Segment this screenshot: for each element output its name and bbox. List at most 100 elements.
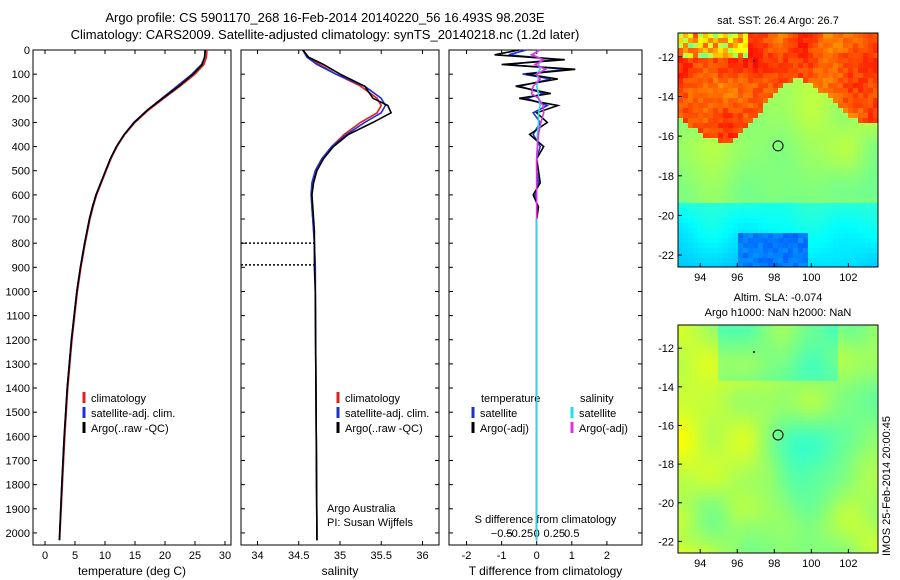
map-cell <box>768 253 774 259</box>
map-cell <box>858 493 863 498</box>
map-cell <box>682 405 687 410</box>
map-cell <box>742 325 747 330</box>
map-cell <box>874 405 879 410</box>
map-cell <box>682 369 687 374</box>
map-cell <box>768 143 774 149</box>
map-cell <box>874 545 879 550</box>
map-cell <box>854 393 859 398</box>
map-cell <box>763 148 769 154</box>
map-cell <box>830 345 835 350</box>
map-cell <box>808 73 814 79</box>
map-cell <box>834 509 839 514</box>
map-cell <box>802 537 807 542</box>
map-cell <box>818 457 823 462</box>
map-cell <box>868 138 874 144</box>
map-cell <box>868 163 874 169</box>
map-cell <box>686 329 691 334</box>
map-cell <box>774 349 779 354</box>
map-cell <box>734 405 739 410</box>
map-cell <box>810 349 815 354</box>
map-cell <box>754 425 759 430</box>
map-cell <box>782 349 787 354</box>
map-cell <box>748 213 754 219</box>
map-cell <box>778 68 784 74</box>
map-cell <box>734 533 739 538</box>
map-cell <box>798 193 804 199</box>
map-cell <box>782 449 787 454</box>
map-cell <box>818 505 823 510</box>
map-cell <box>858 521 863 526</box>
map-cell <box>846 405 851 410</box>
map-cell <box>813 258 819 264</box>
map-cell <box>848 133 854 139</box>
map-cell <box>688 103 694 109</box>
map-cell <box>798 381 803 386</box>
map-cell <box>793 163 799 169</box>
map-cell <box>873 238 879 244</box>
map-cell <box>708 183 714 189</box>
map-cell <box>693 153 699 159</box>
map-cell <box>750 529 755 534</box>
map-cell <box>714 501 719 506</box>
map-cell <box>788 198 794 204</box>
map-cell <box>788 178 794 184</box>
map-cell <box>742 509 747 514</box>
map-cell <box>838 461 843 466</box>
map-cell <box>686 377 691 382</box>
map-cell <box>678 445 683 450</box>
map-x-tick-label: 94 <box>694 558 706 570</box>
map-cell <box>853 98 859 104</box>
map-cell <box>858 497 863 502</box>
map-cell <box>750 521 755 526</box>
map-cell <box>703 143 709 149</box>
map-cell <box>750 325 755 330</box>
map-cell <box>750 477 755 482</box>
map-cell <box>698 38 704 44</box>
map-cell <box>842 385 847 390</box>
map-cell <box>814 505 819 510</box>
map-cell <box>858 405 863 410</box>
map-cell <box>818 405 823 410</box>
map-cell <box>798 178 804 184</box>
map-cell <box>790 497 795 502</box>
map-cell <box>768 133 774 139</box>
map-cell <box>766 545 771 550</box>
map-cell <box>788 188 794 194</box>
map-cell <box>814 461 819 466</box>
map-cell <box>746 329 751 334</box>
map-cell <box>702 517 707 522</box>
map-cell <box>850 329 855 334</box>
map-cell <box>782 477 787 482</box>
map-cell <box>854 421 859 426</box>
map-cell <box>858 357 863 362</box>
map-cell <box>766 533 771 538</box>
map-cell <box>708 48 714 54</box>
map-cell <box>706 373 711 378</box>
map-cell <box>862 333 867 338</box>
map-cell <box>843 198 849 204</box>
map-cell <box>678 449 683 454</box>
map-cell <box>758 529 763 534</box>
map-cell <box>782 501 787 506</box>
map-cell <box>826 545 831 550</box>
map-cell <box>690 393 695 398</box>
map-cell <box>678 413 683 418</box>
map-cell <box>838 401 843 406</box>
map-cell <box>818 128 824 134</box>
map-cell <box>746 493 751 498</box>
map-cell <box>810 417 815 422</box>
map-cell <box>853 33 859 39</box>
map-cell <box>828 53 834 59</box>
map-cell <box>683 133 689 139</box>
map-cell <box>818 123 824 129</box>
map-cell <box>714 401 719 406</box>
map-cell <box>718 429 723 434</box>
map-cell <box>802 405 807 410</box>
map-cell <box>706 361 711 366</box>
map-cell <box>823 248 829 254</box>
map-cell <box>842 505 847 510</box>
map-cell <box>762 513 767 518</box>
map-cell <box>806 525 811 530</box>
map-cell <box>808 208 814 214</box>
map-cell <box>678 103 684 109</box>
